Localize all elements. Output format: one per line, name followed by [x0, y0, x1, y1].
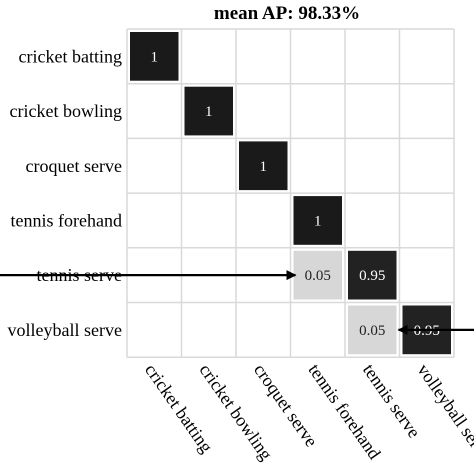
cell-value-label: 0.05: [305, 268, 331, 284]
cell-value-label: 1: [205, 104, 213, 120]
annotation-arrows: [0, 270, 474, 335]
row-label: cricket bowling: [10, 101, 122, 121]
cell-value-label: 1: [260, 159, 268, 175]
matrix-cell: [293, 196, 342, 245]
cell-value-label: 1: [314, 213, 322, 229]
matrix-cell: [130, 32, 179, 81]
cell-value-label: 0.95: [359, 268, 385, 284]
matrix-cell: [184, 86, 233, 136]
cell-value-label: 0.05: [359, 323, 385, 339]
row-label: croquet serve: [26, 156, 122, 176]
matrix-cell: [293, 250, 342, 300]
cell-value-label: 1: [151, 49, 159, 65]
row-label: tennis forehand: [11, 210, 122, 230]
matrix-cell: [348, 250, 397, 300]
matrix-cell: [348, 305, 397, 355]
matrix-grid: [126, 28, 455, 358]
column-label: volleyball serve: [413, 360, 474, 465]
row-labels: cricket batting cricket bowling croquet se…: [8, 46, 122, 340]
chart-title: mean AP: 98.33%: [214, 3, 360, 24]
row-label: volleyball serve: [8, 320, 122, 340]
row-label: cricket batting: [19, 46, 122, 66]
matrix-cell: [239, 141, 288, 191]
